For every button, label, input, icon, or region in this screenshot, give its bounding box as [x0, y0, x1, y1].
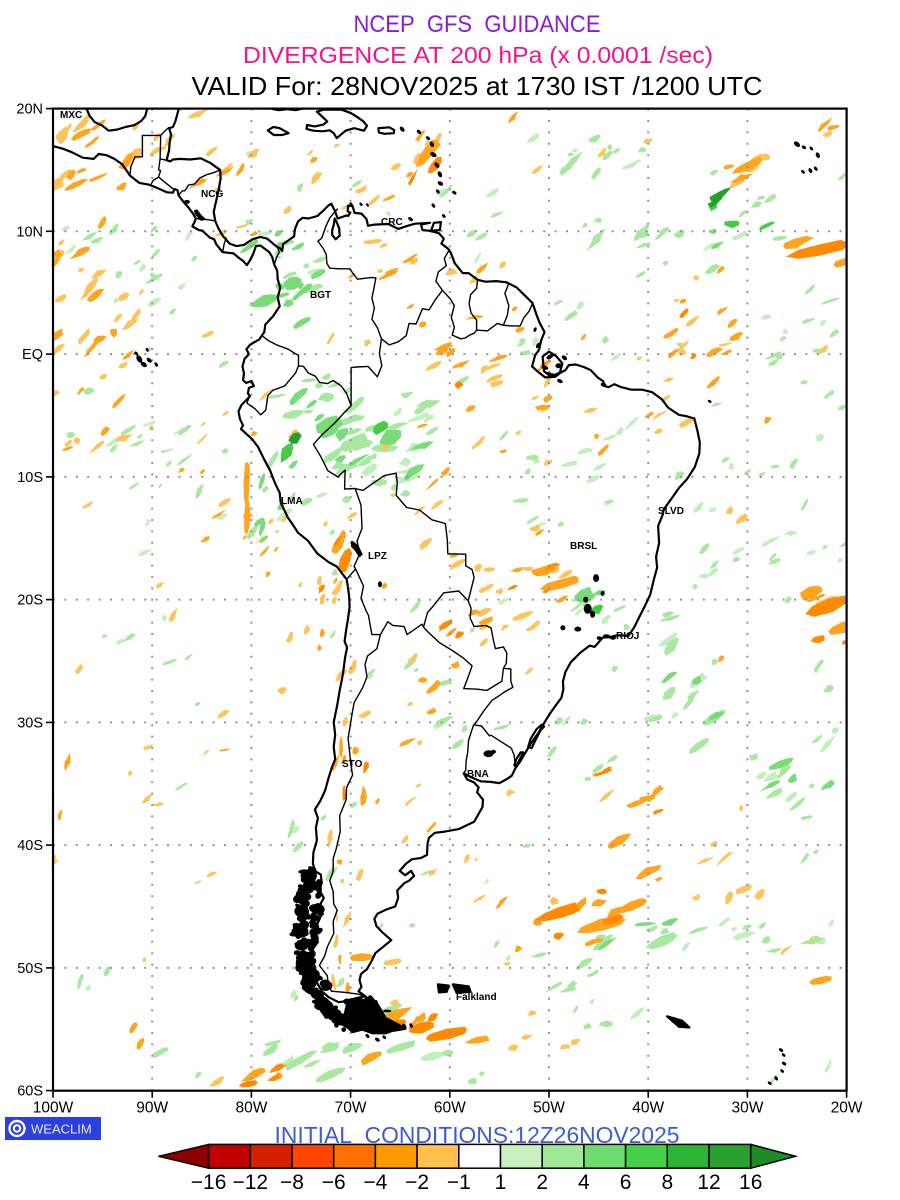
svg-text:6: 6: [620, 1171, 632, 1194]
svg-text:80W: 80W: [235, 1100, 267, 1117]
svg-text:SLVD: SLVD: [658, 506, 684, 517]
svg-text:10N: 10N: [16, 224, 43, 240]
svg-text:−8: −8: [280, 1171, 304, 1194]
svg-text:50S: 50S: [17, 961, 43, 977]
svg-text:70W: 70W: [335, 1100, 367, 1117]
svg-text:1: 1: [495, 1171, 507, 1194]
svg-text:60W: 60W: [434, 1100, 466, 1117]
svg-text:−12: −12: [232, 1171, 268, 1194]
svg-text:NCEP GFS GUIDANCE: NCEP GFS GUIDANCE: [354, 11, 601, 38]
svg-text:16: 16: [739, 1171, 762, 1194]
svg-text:BRSL: BRSL: [570, 541, 597, 552]
svg-text:NCG: NCG: [201, 189, 223, 200]
svg-text:−16: −16: [191, 1171, 227, 1194]
svg-text:LPZ: LPZ: [368, 551, 387, 562]
svg-text:−6: −6: [322, 1171, 346, 1194]
svg-text:LMA: LMA: [281, 496, 303, 507]
svg-text:BGT: BGT: [310, 290, 331, 301]
svg-text:20W: 20W: [831, 1100, 863, 1117]
svg-text:20N: 20N: [16, 102, 43, 118]
svg-text:BNA: BNA: [467, 769, 489, 780]
svg-text:2: 2: [536, 1171, 548, 1194]
svg-text:MXC: MXC: [60, 110, 82, 121]
svg-text:−2: −2: [405, 1171, 429, 1194]
svg-text:20S: 20S: [17, 593, 43, 609]
svg-text:12: 12: [697, 1171, 720, 1194]
svg-text:30S: 30S: [17, 715, 43, 731]
svg-text:Falkland: Falkland: [456, 992, 497, 1003]
svg-text:CRC: CRC: [381, 217, 403, 228]
svg-text:40S: 40S: [17, 838, 43, 854]
svg-text:−1: −1: [447, 1171, 471, 1194]
svg-text:30W: 30W: [731, 1100, 763, 1117]
svg-text:RIOJ: RIOJ: [616, 631, 639, 642]
svg-text:DIVERGENCE AT 200 hPa (x 0.000: DIVERGENCE AT 200 hPa (x 0.0001 /sec): [243, 42, 713, 68]
svg-text:VALID For: 28NOV2025 at 1730 I: VALID For: 28NOV2025 at 1730 IST /1200 U…: [192, 71, 763, 101]
svg-text:STO: STO: [342, 759, 363, 770]
svg-text:90W: 90W: [136, 1100, 168, 1117]
svg-text:60S: 60S: [17, 1084, 43, 1100]
svg-text:40W: 40W: [632, 1100, 664, 1117]
svg-text:10S: 10S: [17, 470, 43, 486]
svg-text:−4: −4: [363, 1171, 387, 1194]
svg-text:WEACLIM: WEACLIM: [31, 1122, 92, 1137]
svg-text:EQ: EQ: [22, 347, 43, 363]
svg-text:50W: 50W: [533, 1100, 565, 1117]
svg-text:8: 8: [661, 1171, 673, 1194]
svg-text:4: 4: [578, 1171, 590, 1194]
svg-text:100W: 100W: [33, 1100, 74, 1117]
